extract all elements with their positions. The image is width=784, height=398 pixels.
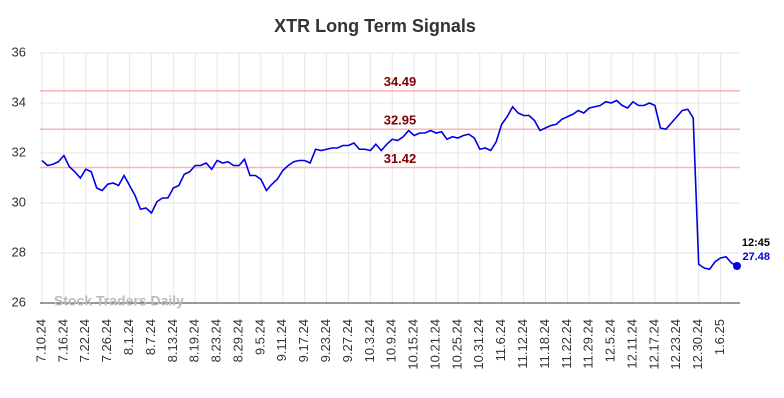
x-tick-label: 12.23.24 (668, 319, 683, 370)
data-line (41, 99, 738, 271)
x-tick-label: 8.19.24 (187, 319, 202, 362)
x-tick-label: 7.26.24 (99, 319, 114, 362)
x-tick-label: 12.17.24 (646, 319, 661, 370)
y-tick-label: 34 (12, 94, 26, 109)
x-tick-label: 8.7.24 (143, 319, 158, 355)
last-value-label: 27.48 (742, 251, 770, 263)
y-tick-label: 30 (12, 194, 26, 209)
x-tick-label: 9.11.24 (274, 319, 289, 361)
last-point (733, 262, 741, 270)
x-tick-label: 8.23.24 (209, 319, 224, 362)
reference-label: 34.49 (384, 74, 417, 89)
x-tick-label: 12.5.24 (603, 319, 618, 362)
x-tick-label: 10.3.24 (362, 319, 377, 362)
x-tick-label: 9.23.24 (318, 319, 333, 362)
x-tick-label: 7.16.24 (55, 319, 70, 362)
x-tick-label: 11.12.24 (515, 319, 530, 369)
x-tick-label: 9.5.24 (252, 319, 267, 355)
x-tick-label: 7.22.24 (77, 319, 92, 362)
last-time-label: 12:45 (742, 237, 770, 249)
x-tick-label: 10.21.24 (427, 319, 442, 370)
x-tick-label: 10.25.24 (449, 319, 464, 370)
x-tick-label: 11.22.24 (559, 319, 574, 369)
y-tick-label: 32 (12, 144, 26, 159)
x-tick-label: 8.13.24 (165, 319, 180, 362)
y-tick-label: 28 (12, 244, 26, 259)
reference-label: 31.42 (384, 151, 417, 166)
chart-title: XTR Long Term Signals (274, 16, 476, 36)
x-tick-label: 7.10.24 (33, 319, 48, 362)
y-tick-label: 36 (12, 44, 26, 59)
x-tick-label: 8.1.24 (121, 319, 136, 355)
x-tick-label: 1.6.25 (712, 319, 727, 355)
x-tick-label: 12.30.24 (690, 319, 705, 370)
x-tick-label: 12.11.24 (624, 319, 639, 369)
x-tick-label: 10.9.24 (384, 319, 399, 362)
reference-label: 32.95 (384, 113, 417, 128)
x-tick-label: 9.27.24 (340, 319, 355, 362)
x-tick-label: 11.29.24 (581, 319, 596, 369)
y-tick-label: 26 (12, 294, 26, 309)
x-tick-label: 11.18.24 (537, 319, 552, 369)
x-tick-label: 8.29.24 (230, 319, 245, 362)
watermark: Stock Traders Daily (54, 293, 184, 309)
x-tick-label: 10.15.24 (406, 319, 421, 370)
x-tick-label: 9.17.24 (296, 319, 311, 362)
x-tick-label: 10.31.24 (471, 319, 486, 370)
x-tick-label: 11.6.24 (493, 319, 508, 361)
